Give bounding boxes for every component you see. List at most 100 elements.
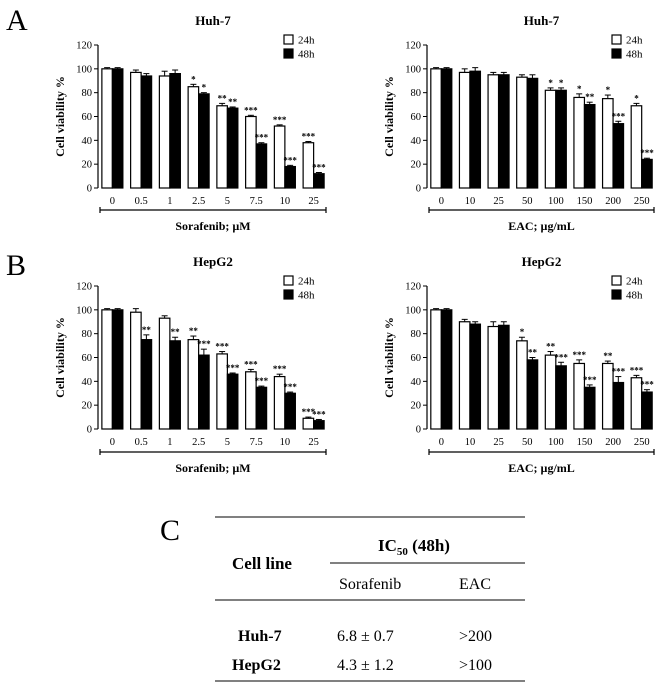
x-tick-label: 5 [225,437,230,448]
bar-24h-25 [302,417,315,430]
bar-24h-1 [158,75,171,189]
table-subheader-eac: EAC [459,576,491,593]
legend-label-48h: 48h [626,290,643,302]
x-tick-label: 150 [577,196,593,207]
bar-48h-7.5 [255,386,268,430]
legend-label-24h: 24h [298,35,315,47]
bar-48h-10 [284,392,296,430]
x-tick-label: 5 [225,196,230,207]
significance-label: *** [215,342,229,352]
x-tick-label: 100 [548,437,564,448]
bar-48h-50 [526,77,539,189]
x-tick-label: 0 [439,196,444,207]
significance-label: ** [218,93,228,103]
y-tick-label: 0 [87,184,92,195]
x-tick-label: 25 [308,196,319,207]
x-tick-label: 10 [280,437,291,448]
x-tick-label: 250 [634,196,650,207]
y-tick-label: 60 [82,112,93,123]
significance-label: *** [554,352,568,362]
x-tick-label: 50 [522,437,533,448]
table-subheader-sorafenib: Sorafenib [339,576,401,593]
legend-swatch-48h [283,289,294,300]
bar-48h-25 [497,324,510,430]
significance-label: ** [585,92,595,102]
x-tick-label: 10 [465,437,476,448]
y-tick-label: 20 [411,160,422,171]
x-tick-label: 1 [167,437,172,448]
bar-24h-5 [216,105,228,189]
significance-label: *** [630,365,644,375]
bar-48h-0 [440,309,453,430]
significance-label: * [202,83,207,93]
legend-swatch-48h [611,48,622,59]
table-row-hepg2-eac: >100 [459,657,492,674]
y-tick-label: 100 [405,64,421,75]
bar-24h-25 [487,325,500,430]
y-tick-label: 120 [76,282,92,293]
significance-label: *** [640,148,654,158]
bar-48h-25 [313,420,325,430]
x-tick-label: 7.5 [250,437,263,448]
bar-24h-150 [573,96,586,189]
bar-48h-250 [641,391,653,430]
bar-48h-0 [111,68,124,189]
bar-24h-10 [458,71,471,189]
y-tick-label: 20 [82,160,93,171]
bar-48h-50 [526,359,539,430]
x-tick-label: 25 [493,196,504,207]
bar-24h-7.5 [245,115,257,189]
chart-title: HepG2 [522,254,562,269]
significance-label: *** [612,367,626,377]
significance-label: ** [142,325,152,335]
table-row-huh7-label: Huh-7 [238,628,282,645]
bar-48h-5 [226,373,239,430]
significance-label: *** [640,380,654,390]
significance-label: ** [546,342,556,352]
legend-swatch-48h [283,48,294,59]
bar-24h-0 [101,68,113,189]
bar-48h-2.5 [198,354,210,430]
x-tick-label: 2.5 [192,437,205,448]
significance-label: * [577,84,582,94]
bar-48h-200 [612,123,625,189]
bar-48h-0 [440,68,453,189]
significance-label: ** [603,351,613,361]
legend-label-24h: 24h [626,35,643,47]
bar-24h-0 [101,309,113,430]
x-axis-label: Sorafenib; µM [175,461,250,475]
significance-label: *** [197,339,211,349]
legend-label-48h: 48h [298,49,315,61]
bar-24h-0 [430,68,442,189]
significance-label: * [634,93,639,103]
y-tick-label: 0 [87,425,92,436]
bar-48h-250 [641,158,653,189]
x-tick-label: 10 [280,196,291,207]
y-tick-label: 100 [76,64,92,75]
legend-label-24h: 24h [298,276,315,288]
x-tick-label: 1 [167,196,172,207]
bar-48h-150 [583,103,596,189]
x-tick-label: 25 [308,437,319,448]
x-tick-label: 250 [634,437,650,448]
legend-swatch-24h [611,275,622,286]
y-tick-label: 120 [76,41,92,52]
significance-label: ** [189,326,199,336]
table-header-cell-line: Cell line [232,554,292,573]
significance-label: * [520,327,525,337]
table-row-hepg2-sorafenib: 4.3 ± 1.2 [337,657,394,674]
bar-48h-0.5 [140,339,153,430]
bar-24h-0.5 [130,311,142,430]
significance-label: *** [312,163,326,173]
x-axis-label: Sorafenib; µM [175,219,250,233]
y-tick-label: 20 [82,401,93,412]
bar-48h-200 [612,381,625,430]
y-tick-label: 80 [82,329,93,340]
bar-48h-5 [226,107,239,189]
significance-label: ** [171,327,181,337]
y-tick-label: 80 [411,329,422,340]
x-tick-label: 0.5 [135,196,148,207]
